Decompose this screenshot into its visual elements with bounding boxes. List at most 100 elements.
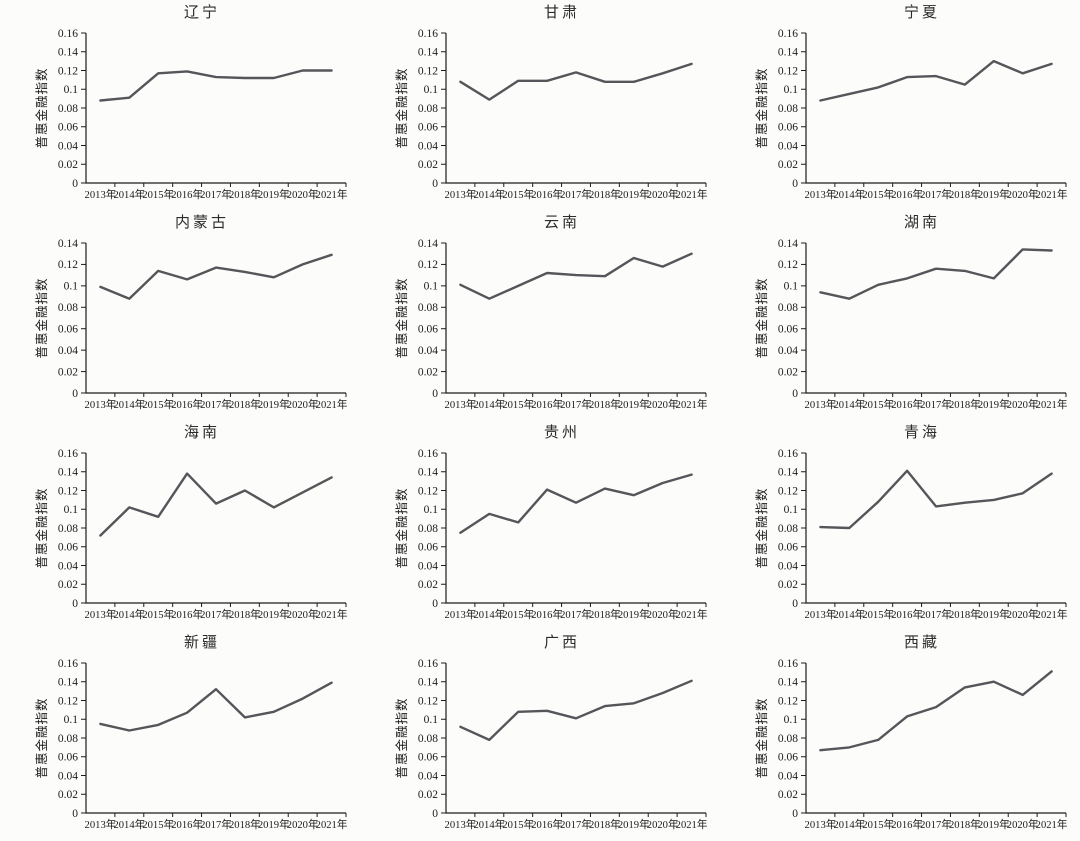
x-tick-label: 2013年	[805, 608, 837, 621]
x-tick-label: 2013年	[805, 188, 837, 201]
x-tick-label: 2020年	[1007, 398, 1039, 411]
y-axis-ticks: 0 0.02 0.04 0.06 0.08 0.1 0.12 0.14 0.16	[418, 28, 446, 190]
x-tick-label: 2019年	[258, 608, 290, 621]
y-tick-label: 0.1	[784, 281, 799, 293]
x-tick-label: 2020年	[647, 188, 679, 201]
y-tick-label: 0.02	[778, 579, 798, 591]
x-tick-label: 2017年	[200, 398, 232, 411]
y-axis-label: 普惠金融指数	[34, 67, 49, 148]
x-tick-label: 2017年	[560, 398, 592, 411]
y-axis-label: 普惠金融指数	[754, 697, 769, 778]
x-tick-label: 2018年	[589, 608, 621, 621]
y-tick-label: 0.06	[418, 542, 438, 554]
x-tick-label: 2019年	[618, 818, 650, 831]
data-line	[819, 59, 1053, 102]
y-axis-ticks: 0 0.02 0.04 0.06 0.08 0.1 0.12 0.14 0.16	[58, 658, 86, 820]
y-tick-label: 0.14	[778, 467, 798, 479]
y-tick-label: 0	[72, 598, 78, 610]
x-tick-label: 2014年	[113, 398, 145, 411]
subplot-2: 甘肃 普惠金融指数 0 0.02 0.04 0.06 0.08 0.1 0.12 0.14 0.16…	[360, 0, 720, 210]
x-tick-label: 2015年	[502, 188, 534, 201]
chart-title: 辽宁	[184, 4, 220, 21]
x-tick-label: 2016年	[891, 188, 923, 201]
y-tick-label: 0.12	[418, 485, 438, 497]
y-tick-label: 0.14	[778, 47, 798, 59]
x-axis-labels: 2013年2014年2015年2016年2017年2018年2019年2020年…	[445, 398, 708, 411]
x-tick-label: 2013年	[85, 188, 117, 201]
subplot-4: 内蒙古 普惠金融指数 0 0.02 0.04 0.06 0.08 0.1 0.12 0.14 201…	[0, 210, 360, 420]
y-tick-label: 0.08	[418, 733, 438, 745]
y-tick-label: 0.08	[58, 733, 78, 745]
y-tick-label: 0.14	[418, 47, 438, 59]
x-tick-label: 2021年	[316, 818, 348, 831]
subplot-6: 湖南 普惠金融指数 0 0.02 0.04 0.06 0.08 0.1 0.12 0.14 2013…	[720, 210, 1080, 420]
y-tick-label: 0.16	[58, 28, 78, 40]
x-axis-labels: 2013年2014年2015年2016年2017年2018年2019年2020年…	[445, 608, 708, 621]
x-tick-label: 2016年	[531, 818, 563, 831]
y-tick-label: 0	[792, 598, 798, 610]
y-tick-label: 0.1	[424, 504, 439, 516]
y-tick-label: 0.1	[64, 281, 79, 293]
y-tick-label: 0	[72, 178, 78, 190]
data-line	[99, 681, 333, 732]
x-tick-label: 2021年	[676, 818, 708, 831]
x-tick-label: 2015年	[502, 608, 534, 621]
chart-title: 西藏	[904, 634, 940, 651]
x-tick-label: 2017年	[200, 188, 232, 201]
x-tick-label: 2020年	[647, 398, 679, 411]
y-axis-ticks: 0 0.02 0.04 0.06 0.08 0.1 0.12 0.14 0.16	[418, 658, 446, 820]
y-tick-label: 0.04	[778, 560, 798, 572]
y-tick-label: 0.06	[418, 324, 438, 336]
chart-title: 海南	[184, 424, 220, 441]
axes	[445, 33, 706, 184]
x-axis-labels: 2013年2014年2015年2016年2017年2018年2019年2020年…	[805, 608, 1068, 621]
y-tick-label: 0.02	[418, 789, 438, 801]
subplot-11: 广西 普惠金融指数 0 0.02 0.04 0.06 0.08 0.1 0.12 0.14 0.16…	[360, 630, 720, 840]
x-tick-label: 2013年	[85, 398, 117, 411]
y-tick-label: 0.12	[778, 485, 798, 497]
chart-title: 贵州	[544, 424, 580, 441]
x-tick-label: 2016年	[171, 188, 203, 201]
y-tick-label: 0.1	[424, 281, 439, 293]
y-tick-label: 0	[792, 388, 798, 400]
chart-title: 青海	[904, 424, 940, 441]
x-tick-label: 2015年	[502, 818, 534, 831]
y-axis-ticks: 0 0.02 0.04 0.06 0.08 0.1 0.12 0.14 0.16	[58, 448, 86, 610]
y-axis-label: 普惠金融指数	[34, 277, 49, 358]
y-axis-label: 普惠金融指数	[754, 277, 769, 358]
x-tick-label: 2019年	[258, 188, 290, 201]
axes	[85, 663, 346, 814]
y-tick-label: 0.12	[58, 259, 78, 271]
y-tick-label: 0.02	[58, 579, 78, 591]
y-tick-label: 0.16	[778, 658, 798, 670]
x-tick-label: 2017年	[920, 188, 952, 201]
data-line	[819, 248, 1053, 300]
y-tick-label: 0.1	[64, 84, 79, 96]
y-tick-label: 0.14	[418, 238, 438, 250]
x-tick-label: 2016年	[531, 608, 563, 621]
x-tick-label: 2018年	[949, 608, 981, 621]
y-tick-label: 0.08	[418, 103, 438, 115]
y-tick-label: 0.04	[418, 560, 438, 572]
y-tick-label: 0.08	[778, 523, 798, 535]
y-tick-label: 0.04	[58, 770, 78, 782]
y-axis-label: 普惠金融指数	[394, 277, 409, 358]
x-axis-labels: 2013年2014年2015年2016年2017年2018年2019年2020年…	[805, 818, 1068, 831]
x-tick-label: 2020年	[1007, 188, 1039, 201]
y-axis-label: 普惠金融指数	[394, 487, 409, 568]
y-tick-label: 0.1	[784, 504, 799, 516]
y-tick-label: 0.12	[418, 65, 438, 77]
x-tick-label: 2019年	[258, 818, 290, 831]
axes	[805, 243, 1066, 394]
y-tick-label: 0.16	[778, 448, 798, 460]
y-tick-label: 0.12	[778, 259, 798, 271]
y-axis-label: 普惠金融指数	[754, 487, 769, 568]
y-tick-label: 0.14	[58, 238, 78, 250]
x-tick-label: 2015年	[142, 818, 174, 831]
